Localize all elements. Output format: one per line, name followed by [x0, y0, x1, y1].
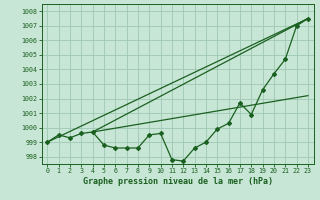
X-axis label: Graphe pression niveau de la mer (hPa): Graphe pression niveau de la mer (hPa)	[83, 177, 273, 186]
